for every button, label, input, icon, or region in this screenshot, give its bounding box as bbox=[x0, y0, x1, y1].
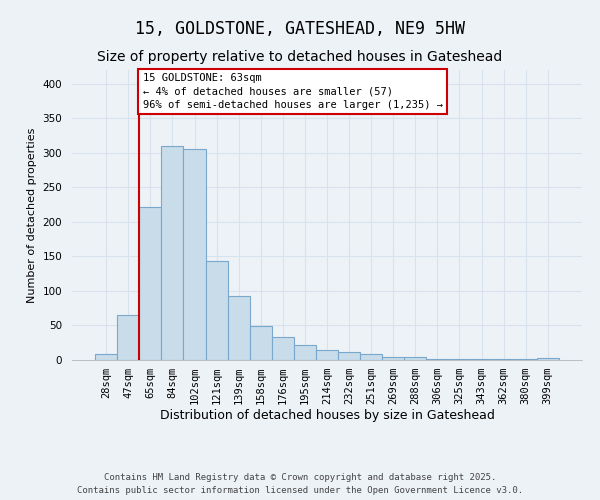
Text: Contains HM Land Registry data © Crown copyright and database right 2025.
Contai: Contains HM Land Registry data © Crown c… bbox=[77, 474, 523, 495]
Bar bbox=[448, 358, 470, 360]
Bar bbox=[250, 326, 272, 360]
Bar bbox=[382, 357, 404, 360]
Bar bbox=[427, 358, 448, 360]
Bar bbox=[360, 354, 382, 360]
Text: Size of property relative to detached houses in Gateshead: Size of property relative to detached ho… bbox=[97, 50, 503, 64]
Bar bbox=[95, 354, 117, 360]
Y-axis label: Number of detached properties: Number of detached properties bbox=[27, 128, 37, 302]
Bar bbox=[294, 345, 316, 360]
Bar bbox=[537, 358, 559, 360]
Bar bbox=[206, 260, 227, 360]
Bar bbox=[338, 352, 360, 360]
Bar bbox=[316, 350, 338, 360]
Text: 15 GOLDSTONE: 63sqm
← 4% of detached houses are smaller (57)
96% of semi-detache: 15 GOLDSTONE: 63sqm ← 4% of detached hou… bbox=[143, 74, 443, 110]
Bar bbox=[184, 150, 206, 360]
Bar bbox=[161, 146, 184, 360]
Text: 15, GOLDSTONE, GATESHEAD, NE9 5HW: 15, GOLDSTONE, GATESHEAD, NE9 5HW bbox=[135, 20, 465, 38]
Bar bbox=[227, 296, 250, 360]
Bar bbox=[272, 337, 294, 360]
X-axis label: Distribution of detached houses by size in Gateshead: Distribution of detached houses by size … bbox=[160, 410, 494, 422]
Bar bbox=[404, 357, 427, 360]
Bar bbox=[139, 206, 161, 360]
Bar bbox=[117, 315, 139, 360]
